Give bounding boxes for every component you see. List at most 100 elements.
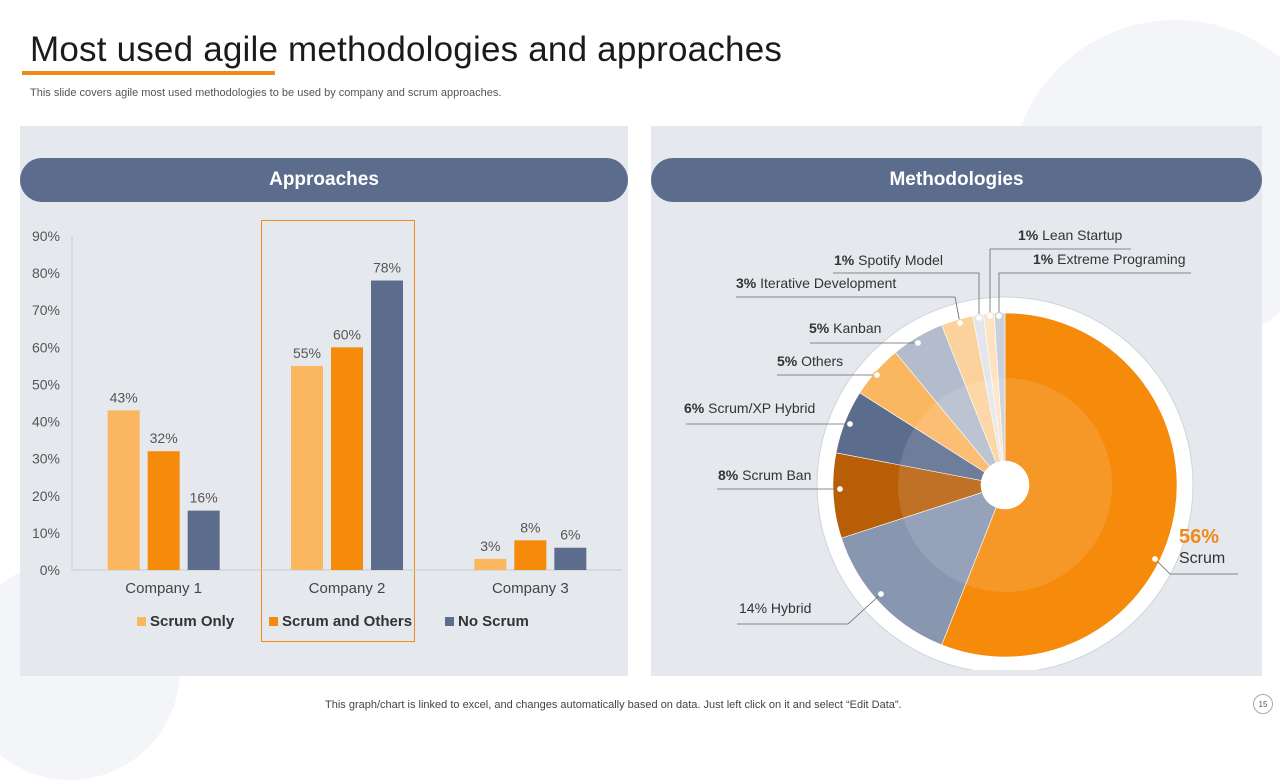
legend-swatch [137,617,146,626]
pie-slice-inner-band [965,379,1001,463]
bar [147,451,180,570]
legend-swatch [269,617,278,626]
ring-marker [974,313,984,323]
y-tick-label: 50% [32,376,60,392]
pie-label-name: Lean Startup [1042,227,1123,243]
bar [291,365,323,570]
leader-line [989,248,1131,316]
pie-label-pct: 6% [684,400,705,416]
pie-label-scrum-name: Scrum [1179,550,1226,567]
approaches-bar-chart[interactable]: 0% 10% 20% 30% 40% 50% 60% 70% 80% 90% Company 1 43… [20,200,628,610]
pie-slice-inner-band [965,378,1112,592]
y-tick-label: 90% [32,228,60,244]
pie-label-spotify-model: 1% Spotify Model [834,252,943,268]
bar-data-label: 16% [190,490,218,506]
legend-label: Scrum Only [150,613,235,630]
ring-marker [845,419,855,429]
pie-label-scrum-xp-hybrid: 6% Scrum/XP Hybrid [684,400,815,416]
bar-data-label: 32% [150,430,178,446]
y-tick-label: 60% [32,339,60,355]
ring-marker [985,311,995,321]
pie-label-pct: 1% [1018,227,1039,243]
pie-label-kanban: 5% Kanban [809,320,881,336]
ring-marker [994,311,1004,321]
ring-marker [955,318,965,328]
ring-marker [876,589,886,599]
pie-center-hole [981,461,1029,509]
pie-slice-inner-band [903,492,997,585]
y-tick-label: 70% [32,302,60,318]
pie-slice-inner-band [898,464,983,519]
pie-label-name: Others [801,353,844,369]
pie-slice-inner-band [991,378,1004,462]
pie-slice-inner-band [914,402,990,473]
pie-label-name: Scrum/XP Hybrid [708,400,816,416]
y-tick-label: 0% [40,562,60,578]
leader-line [1154,558,1238,575]
pie-label-name: Iterative Development [760,275,897,291]
pie-label-lean-startup: 1% Lean Startup [1018,227,1122,243]
pie-label-iterative-development: 3% Iterative Development [736,275,896,291]
pie-slice-inner-band [998,378,1005,462]
bar [187,510,220,570]
ring-marker [872,370,882,380]
bar-data-label: 3% [480,538,500,554]
bar-data-label: 6% [560,527,580,543]
company-2-highlight [261,220,415,642]
bar [107,410,140,570]
bar [514,540,547,570]
pie-label-name: Spotify Model [858,252,943,268]
ring-marker [913,338,923,348]
bar-data-label: 78% [373,260,401,276]
pie-label-scrum-pct: 56% [1179,526,1220,548]
pie-label-name: Extreme Programing [1057,251,1186,267]
bar [331,347,363,570]
pie-label-name: Hybrid [770,600,812,616]
slide-title: Most used agile methodologies and approa… [30,30,783,69]
pie-label-pct: 3% [736,275,757,291]
pie-slice-inner-band [899,427,985,481]
y-tick-label: 80% [32,265,60,281]
bar [474,558,507,570]
bar-data-label: 43% [110,389,138,405]
pie-label-name: Scrum Ban [742,467,812,483]
ring-marker [1150,554,1160,564]
footer-note: This graph/chart is linked to excel, and… [325,699,902,711]
leader-line [736,296,961,324]
pie-label-pct: 1% [1033,251,1054,267]
pie-label-name: Kanban [833,320,882,336]
page-number: 15 [1253,694,1273,714]
bar [554,547,587,570]
legend-label: No Scrum [458,613,529,630]
pie-label-pct: 5% [777,353,798,369]
pie-label-hybrid: 14% Hybrid [739,600,811,616]
y-tick-label: 30% [32,451,60,467]
approaches-panel: Approaches [20,126,628,676]
legend-no-scrum[interactable]: No Scrum [445,613,529,630]
leader-line [737,593,882,625]
pie-slice-inner-band [936,385,997,467]
legend-swatch [445,617,454,626]
pie-label-scrum-ban: 8% Scrum Ban [718,467,811,483]
pie-label-extreme-programing: 1% Extreme Programing [1033,251,1186,267]
bar-data-label: 60% [333,326,361,342]
pie-label-pct: 8% [718,467,739,483]
x-tick-label: Company 1 [125,580,202,597]
slide-subtitle: This slide covers agile most used method… [30,87,502,99]
methodologies-header: Methodologies [651,158,1262,202]
bar [371,280,403,570]
y-tick-label: 10% [32,525,60,541]
approaches-header: Approaches [20,158,628,202]
y-tick-label: 40% [32,414,60,430]
bar-data-label: 55% [293,345,321,361]
legend-scrum-only[interactable]: Scrum Only [137,613,234,630]
pie-label-pct: 5% [809,320,830,336]
leader-line [998,272,1191,316]
bar-data-label: 8% [520,519,540,535]
legend-label: Scrum and Others [282,613,413,630]
pie-label-others: 5% Others [777,353,843,369]
title-underline [22,71,275,75]
methodologies-pie-chart[interactable] [651,200,1262,670]
legend-scrum-and-others[interactable]: Scrum and Others [269,613,412,630]
ring-marker [835,484,845,494]
